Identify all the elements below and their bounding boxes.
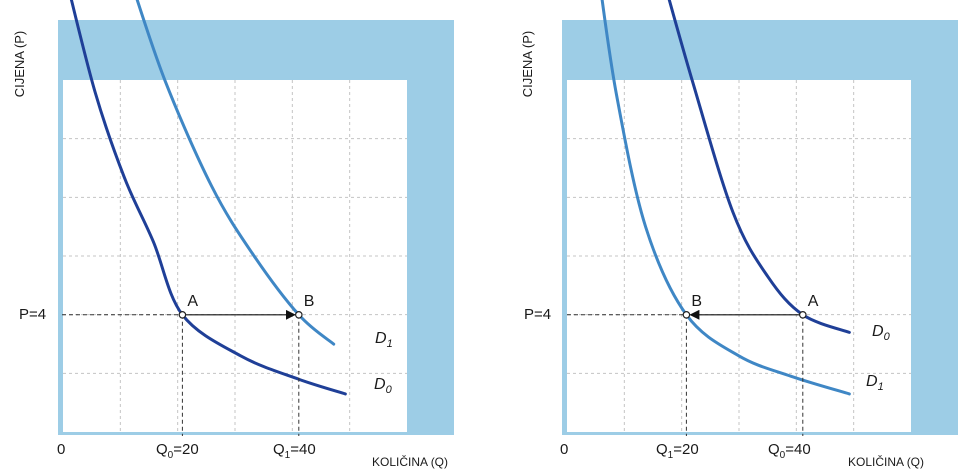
x-tick-label-q0: Q0=40	[768, 441, 811, 461]
origin-label: 0	[57, 441, 65, 458]
series-label-d1: D1	[866, 373, 884, 393]
series-label-d0: D0	[374, 376, 393, 396]
x-axis-label: KOLIČINA (Q)	[372, 454, 448, 469]
grid-lines	[63, 80, 407, 432]
series-label-d0: D0	[872, 323, 891, 343]
point-label-b: B	[691, 293, 702, 310]
series-label-d1: D1	[375, 330, 393, 350]
point-label-a: A	[808, 293, 819, 310]
point-label-a: A	[187, 293, 198, 310]
point-marker-a	[178, 310, 187, 319]
guide-lines	[567, 314, 804, 436]
x-tick-label-q1: Q1=20	[656, 441, 699, 461]
origin-label: 0	[560, 441, 568, 458]
point-label-b: B	[304, 293, 315, 310]
point-marker-b	[682, 310, 691, 319]
guide-lines	[62, 314, 300, 436]
y-axis-label: CIJENA (P)	[520, 31, 535, 97]
price-label: P=4	[19, 306, 46, 323]
x-tick-label-q0: Q0=20	[156, 441, 199, 461]
y-axis-label: CIJENA (P)	[12, 31, 27, 97]
price-label: P=4	[524, 306, 551, 323]
demand-curve-d0	[69, 0, 347, 396]
demand-curve-d1	[600, 0, 851, 396]
x-tick-label-q1: Q1=40	[273, 441, 316, 461]
x-axis-label: KOLIČINA (Q)	[848, 454, 924, 469]
point-marker-b	[294, 310, 303, 319]
point-marker-a	[798, 310, 807, 319]
grid-lines	[567, 80, 911, 432]
